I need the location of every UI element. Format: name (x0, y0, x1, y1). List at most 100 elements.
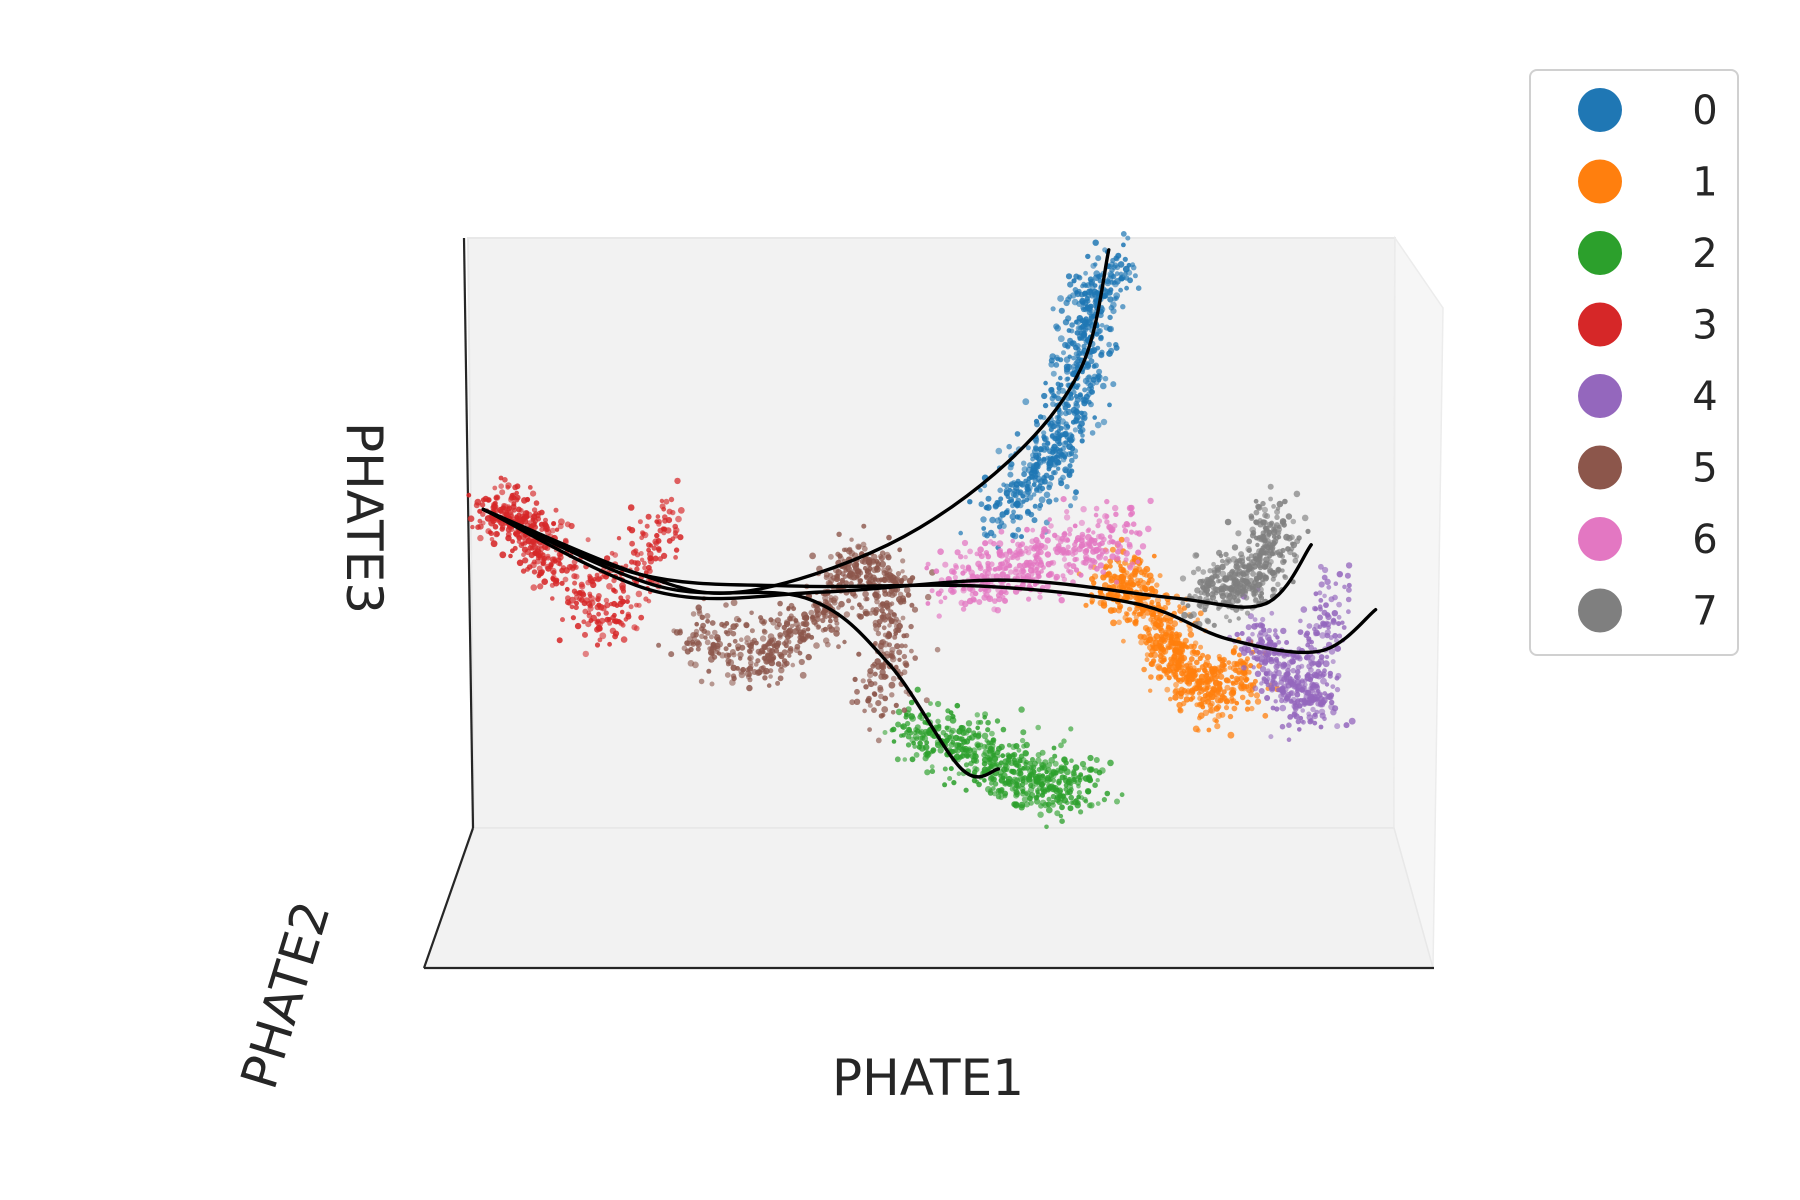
cluster-0-point (1076, 274, 1082, 280)
cluster-0-point (1090, 347, 1097, 354)
cluster-1-point (1154, 597, 1162, 604)
legend-label-7: 7 (1692, 589, 1717, 635)
cluster-2-point (976, 781, 982, 788)
cluster-0-point (1077, 424, 1083, 430)
cluster-5-point (878, 713, 885, 719)
cluster-5-point (853, 698, 861, 705)
cluster-0-point (1021, 460, 1027, 466)
cluster-0-point (1073, 384, 1079, 390)
cluster-5-point (730, 623, 738, 630)
cluster-2-point (914, 724, 921, 731)
cluster-5-point (863, 610, 870, 617)
cluster-1-point (1117, 603, 1124, 610)
cluster-3-point (668, 496, 675, 503)
cluster-4-point (1251, 665, 1256, 670)
cluster-7-point (1207, 568, 1213, 574)
cluster-6-point (973, 590, 979, 597)
cluster-0-point (1072, 427, 1078, 433)
cluster-1-point (1155, 674, 1163, 681)
cluster-4-point (1239, 631, 1245, 636)
cluster-6-point (1115, 549, 1121, 555)
cluster-0-point (1068, 450, 1075, 457)
cluster-1-point (1231, 705, 1238, 712)
cluster-2-point (982, 778, 987, 783)
cluster-1-point (1173, 681, 1179, 688)
cluster-7-point (1244, 610, 1251, 616)
cluster-2-point (1033, 775, 1040, 783)
cluster-3-point (582, 631, 588, 638)
cluster-4-point (1294, 653, 1300, 660)
cluster-3-point (633, 548, 639, 554)
cluster-5-point (820, 617, 826, 624)
cluster-6-point (974, 574, 981, 580)
cluster-6-point (977, 552, 983, 557)
cluster-4-point (1298, 715, 1304, 721)
cluster-7-point (1216, 606, 1221, 611)
cluster-2-point (1059, 774, 1066, 781)
cluster-0-point (1061, 350, 1066, 356)
cluster-1-point (1219, 711, 1226, 718)
cluster-5-point (888, 652, 895, 659)
cluster-2-point (1095, 778, 1100, 783)
cluster-0-point (1072, 453, 1079, 460)
cluster-1-point (1206, 662, 1213, 669)
cluster-2-point (1086, 774, 1092, 781)
cluster-6-point (992, 567, 997, 572)
cluster-5-point (749, 641, 755, 647)
cluster-1-point (1124, 582, 1131, 589)
cluster-2-point (1019, 785, 1026, 792)
cluster-2-point (914, 686, 921, 693)
cluster-7-point (1267, 553, 1272, 559)
cluster-3-point (673, 555, 678, 560)
cluster-0-point (1031, 482, 1037, 488)
cluster-6-point (1053, 573, 1061, 581)
cluster-6-point (958, 554, 964, 560)
cluster-2-point (1107, 759, 1114, 767)
cluster-4-point (1318, 654, 1325, 660)
cluster-4-point (1324, 632, 1331, 639)
cluster-6-point (1063, 536, 1070, 543)
cluster-3-point (661, 506, 667, 512)
cluster-5-point (724, 672, 731, 678)
cluster-6-point (952, 574, 959, 581)
cluster-1-point (1239, 694, 1246, 701)
cluster-5-point (887, 575, 893, 581)
cluster-6-point (1133, 530, 1140, 536)
cluster-4-point (1321, 621, 1328, 628)
cluster-3-point (582, 650, 589, 658)
cluster-7-point (1235, 530, 1242, 537)
cluster-2-point (981, 732, 989, 740)
cluster-1-point (1234, 700, 1240, 706)
cluster-6-point (991, 606, 998, 613)
cluster-0-point (1082, 326, 1089, 333)
cluster-3-point (623, 617, 629, 622)
cluster-7-point (1192, 552, 1199, 559)
cluster-5-point (800, 629, 807, 636)
cluster-7-point (1243, 578, 1250, 585)
cluster-5-point (827, 614, 833, 619)
cluster-5-point (891, 612, 897, 617)
cluster-5-point (881, 570, 888, 576)
cluster-5-point (890, 675, 897, 682)
cluster-7-point (1252, 580, 1258, 586)
cluster-6-point (1094, 565, 1100, 572)
cluster-5-point (889, 692, 895, 698)
cluster-0-point (1069, 328, 1075, 334)
cluster-0-point (1010, 503, 1016, 509)
cluster-4-point (1284, 640, 1290, 645)
cluster-2-point (982, 711, 989, 718)
cluster-2-point (1027, 760, 1033, 767)
cluster-3-point (597, 637, 603, 643)
cluster-7-point (1296, 535, 1302, 541)
cluster-3-point (673, 527, 680, 534)
cluster-2-point (998, 794, 1004, 801)
cluster-2-point (924, 750, 931, 756)
cluster-7-point (1244, 583, 1251, 590)
cluster-4-point (1313, 697, 1318, 702)
cluster-5-point (873, 611, 879, 616)
cluster-7-point (1255, 542, 1260, 548)
legend-marker-1 (1578, 159, 1622, 204)
cluster-1-point (1229, 689, 1237, 697)
cluster-2-point (963, 787, 969, 793)
cluster-4-point (1241, 645, 1248, 652)
